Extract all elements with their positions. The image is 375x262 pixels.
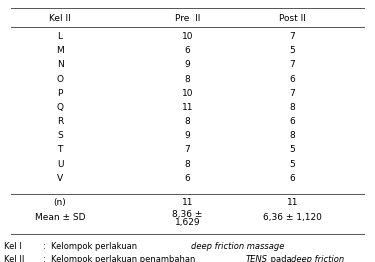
Text: 11: 11 bbox=[287, 198, 298, 207]
Text: V: V bbox=[57, 174, 63, 183]
Text: Kel II: Kel II bbox=[49, 14, 71, 23]
Text: 6: 6 bbox=[290, 117, 296, 126]
Text: :: : bbox=[43, 242, 46, 251]
Text: 6: 6 bbox=[290, 75, 296, 84]
Text: 6: 6 bbox=[184, 174, 190, 183]
Text: 8,36 ±: 8,36 ± bbox=[172, 210, 202, 219]
Text: 5: 5 bbox=[290, 160, 296, 168]
Text: Mean ± SD: Mean ± SD bbox=[35, 214, 85, 222]
Text: 7: 7 bbox=[290, 32, 296, 41]
Text: 1,629: 1,629 bbox=[175, 218, 200, 227]
Text: 7: 7 bbox=[290, 89, 296, 98]
Text: pada: pada bbox=[268, 255, 294, 262]
Text: 8: 8 bbox=[184, 75, 190, 84]
Text: 8: 8 bbox=[184, 117, 190, 126]
Text: Kelompok perlakuan penambahan: Kelompok perlakuan penambahan bbox=[51, 255, 198, 262]
Text: L: L bbox=[57, 32, 63, 41]
Text: Q: Q bbox=[57, 103, 63, 112]
Text: 5: 5 bbox=[290, 145, 296, 154]
Text: 7: 7 bbox=[290, 61, 296, 69]
Text: Pre  II: Pre II bbox=[175, 14, 200, 23]
Text: 7: 7 bbox=[184, 145, 190, 154]
Text: O: O bbox=[57, 75, 63, 84]
Text: Kelompok perlakuan: Kelompok perlakuan bbox=[51, 242, 140, 251]
Text: 11: 11 bbox=[182, 198, 193, 207]
Text: 10: 10 bbox=[182, 32, 193, 41]
Text: 8: 8 bbox=[184, 160, 190, 168]
Text: 6,36 ± 1,120: 6,36 ± 1,120 bbox=[263, 214, 322, 222]
Text: 5: 5 bbox=[290, 46, 296, 55]
Text: 10: 10 bbox=[182, 89, 193, 98]
Text: 6: 6 bbox=[184, 46, 190, 55]
Text: Kel I: Kel I bbox=[4, 242, 22, 251]
Text: M: M bbox=[56, 46, 64, 55]
Text: R: R bbox=[57, 117, 63, 126]
Text: P: P bbox=[57, 89, 63, 98]
Text: 9: 9 bbox=[184, 131, 190, 140]
Text: deep friction: deep friction bbox=[291, 255, 344, 262]
Text: T: T bbox=[57, 145, 63, 154]
Text: S: S bbox=[57, 131, 63, 140]
Text: 6: 6 bbox=[290, 174, 296, 183]
Text: TENS: TENS bbox=[246, 255, 268, 262]
Text: Post II: Post II bbox=[279, 14, 306, 23]
Text: deep friction massage: deep friction massage bbox=[191, 242, 285, 251]
Text: 8: 8 bbox=[290, 103, 296, 112]
Text: 9: 9 bbox=[184, 61, 190, 69]
Text: N: N bbox=[57, 61, 63, 69]
Text: Kel II: Kel II bbox=[4, 255, 24, 262]
Text: 11: 11 bbox=[182, 103, 193, 112]
Text: 8: 8 bbox=[290, 131, 296, 140]
Text: :: : bbox=[43, 255, 46, 262]
Text: U: U bbox=[57, 160, 63, 168]
Text: (n): (n) bbox=[54, 198, 66, 207]
